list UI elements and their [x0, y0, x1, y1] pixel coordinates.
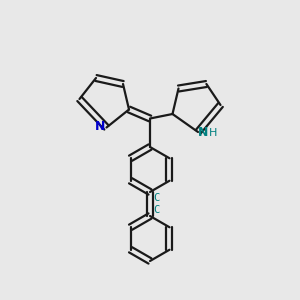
Text: N: N [198, 126, 208, 139]
Text: C: C [154, 193, 160, 203]
Text: H: H [209, 128, 217, 138]
Text: C: C [154, 205, 160, 215]
Text: N: N [95, 119, 105, 133]
